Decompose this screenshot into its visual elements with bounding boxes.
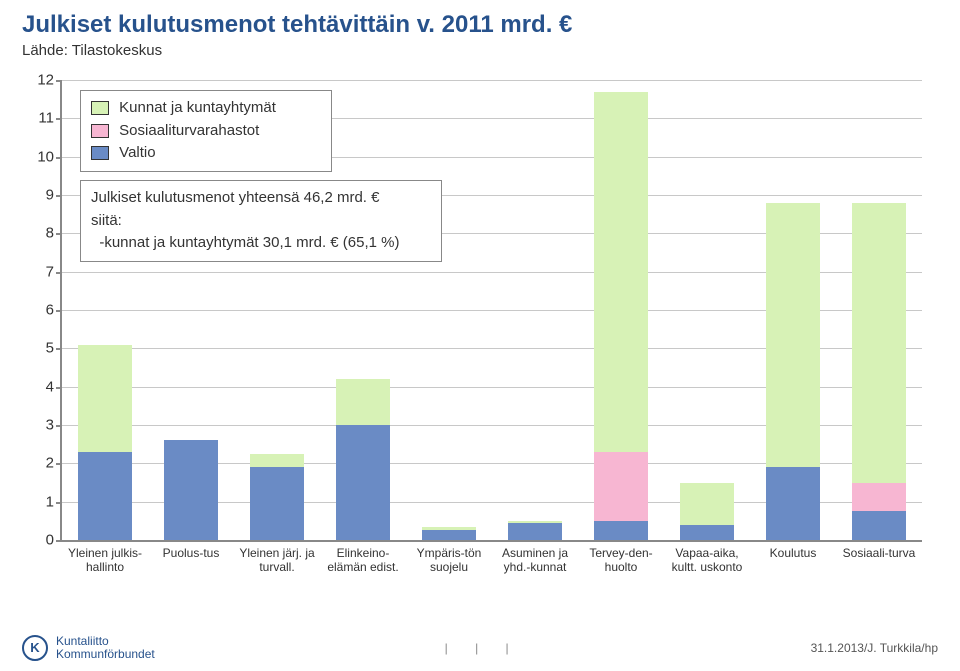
y-tick-label: 3 — [4, 417, 54, 434]
bar-category — [164, 440, 218, 540]
legend-label-sosi: Sosiaaliturvarahastot — [119, 122, 259, 139]
bar-segment-kunnat — [508, 521, 562, 523]
footer-logo: K Kuntaliitto Kommunförbundet — [22, 635, 155, 661]
x-tick-label: Asuminen ja yhd.-kunnat — [490, 540, 580, 575]
x-tick-label: Yleinen järj. ja turvall. — [232, 540, 322, 575]
x-tick-label: Ympäris-tön suojelu — [404, 540, 494, 575]
bar-category — [336, 379, 390, 540]
bar-segment-valtio — [508, 523, 562, 540]
note-line3: -kunnat ja kuntayhtymät 30,1 mrd. € (65,… — [91, 232, 431, 255]
y-tickmark — [56, 233, 62, 235]
footer-right: 31.1.2013/J. Turkkila/hp — [811, 641, 938, 655]
y-tickmark — [56, 80, 62, 82]
bar-segment-valtio — [336, 425, 390, 540]
y-tick-label: 7 — [4, 263, 54, 280]
bar-segment-valtio — [680, 525, 734, 540]
bar-category — [766, 203, 820, 540]
y-tickmark — [56, 348, 62, 350]
note-line1: Julkiset kulutusmenot yhteensä 46,2 mrd.… — [91, 187, 431, 210]
legend-label-valtio: Valtio — [119, 144, 155, 161]
x-tick-label: Tervey-den-huolto — [576, 540, 666, 575]
bar-segment-valtio — [594, 521, 648, 540]
y-tick-label: 1 — [4, 493, 54, 510]
swatch-valtio — [91, 146, 109, 160]
y-tick-label: 0 — [4, 532, 54, 549]
y-tickmark — [56, 272, 62, 274]
y-tickmark — [56, 195, 62, 197]
bar-segment-valtio — [78, 452, 132, 540]
bar-segment-kunnat — [78, 345, 132, 452]
legend-item-valtio: Valtio — [91, 142, 321, 165]
bar-category — [594, 92, 648, 541]
y-tick-label: 4 — [4, 378, 54, 395]
logo-text: Kuntaliitto Kommunförbundet — [56, 635, 155, 661]
y-tick-label: 12 — [4, 72, 54, 89]
org-name-1: Kuntaliitto — [56, 635, 155, 648]
bar-segment-valtio — [422, 530, 476, 540]
bar-segment-kunnat — [336, 379, 390, 425]
footer-pipes: | | | — [445, 641, 521, 655]
x-tick-label: Puolus-tus — [146, 540, 236, 560]
bar-segment-kunnat — [680, 483, 734, 525]
bar-category — [78, 345, 132, 541]
swatch-kunnat — [91, 101, 109, 115]
x-tick-label: Elinkeino-elämän edist. — [318, 540, 408, 575]
y-tick-label: 5 — [4, 340, 54, 357]
legend-label-kunnat: Kunnat ja kuntayhtymät — [119, 99, 276, 116]
y-tick-label: 11 — [4, 110, 54, 127]
bar-category — [680, 483, 734, 541]
bar-category — [422, 527, 476, 540]
bar-category — [852, 203, 906, 540]
bar-segment-kunnat — [766, 203, 820, 468]
note-line2: siitä: — [91, 210, 431, 233]
bar-segment-valtio — [250, 467, 304, 540]
y-tickmark — [56, 463, 62, 465]
bar-category — [250, 454, 304, 540]
bar-segment-valtio — [164, 440, 218, 540]
footer: K Kuntaliitto Kommunförbundet | | | 31.1… — [0, 629, 960, 671]
logo-mark-icon: K — [22, 635, 48, 661]
y-tick-label: 6 — [4, 302, 54, 319]
y-tickmark — [56, 310, 62, 312]
bar-category — [508, 521, 562, 540]
y-tick-label: 8 — [4, 225, 54, 242]
chart-title: Julkiset kulutusmenot tehtävittäin v. 20… — [0, 0, 960, 40]
x-tick-label: Sosiaali-turva — [834, 540, 924, 560]
y-tickmark — [56, 157, 62, 159]
bar-segment-sosiaaliturvarahastot — [852, 483, 906, 512]
y-tick-label: 9 — [4, 187, 54, 204]
legend-box: Kunnat ja kuntayhtymät Sosiaaliturvaraha… — [80, 90, 332, 172]
legend-item-sosi: Sosiaaliturvarahastot — [91, 120, 321, 143]
bar-segment-valtio — [766, 467, 820, 540]
y-tickmark — [56, 425, 62, 427]
y-tickmark — [56, 387, 62, 389]
grid-line — [62, 80, 922, 81]
org-name-2: Kommunförbundet — [56, 648, 155, 661]
y-tickmark — [56, 118, 62, 120]
swatch-sosi — [91, 124, 109, 138]
x-tick-label: Vapaa-aika, kultt. uskonto — [662, 540, 752, 575]
bar-segment-sosiaaliturvarahastot — [594, 452, 648, 521]
x-tick-label: Yleinen julkis-hallinto — [60, 540, 150, 575]
note-box: Julkiset kulutusmenot yhteensä 46,2 mrd.… — [80, 180, 442, 262]
bar-segment-kunnat — [422, 527, 476, 531]
y-tick-label: 10 — [4, 148, 54, 165]
bar-segment-valtio — [852, 511, 906, 540]
legend-item-kunnat: Kunnat ja kuntayhtymät — [91, 97, 321, 120]
bar-segment-kunnat — [852, 203, 906, 483]
y-tickmark — [56, 502, 62, 504]
y-tick-label: 2 — [4, 455, 54, 472]
x-tick-label: Koulutus — [748, 540, 838, 560]
bar-segment-kunnat — [250, 454, 304, 467]
chart-subtitle: Lähde: Tilastokeskus — [0, 40, 960, 59]
bar-segment-kunnat — [594, 92, 648, 452]
